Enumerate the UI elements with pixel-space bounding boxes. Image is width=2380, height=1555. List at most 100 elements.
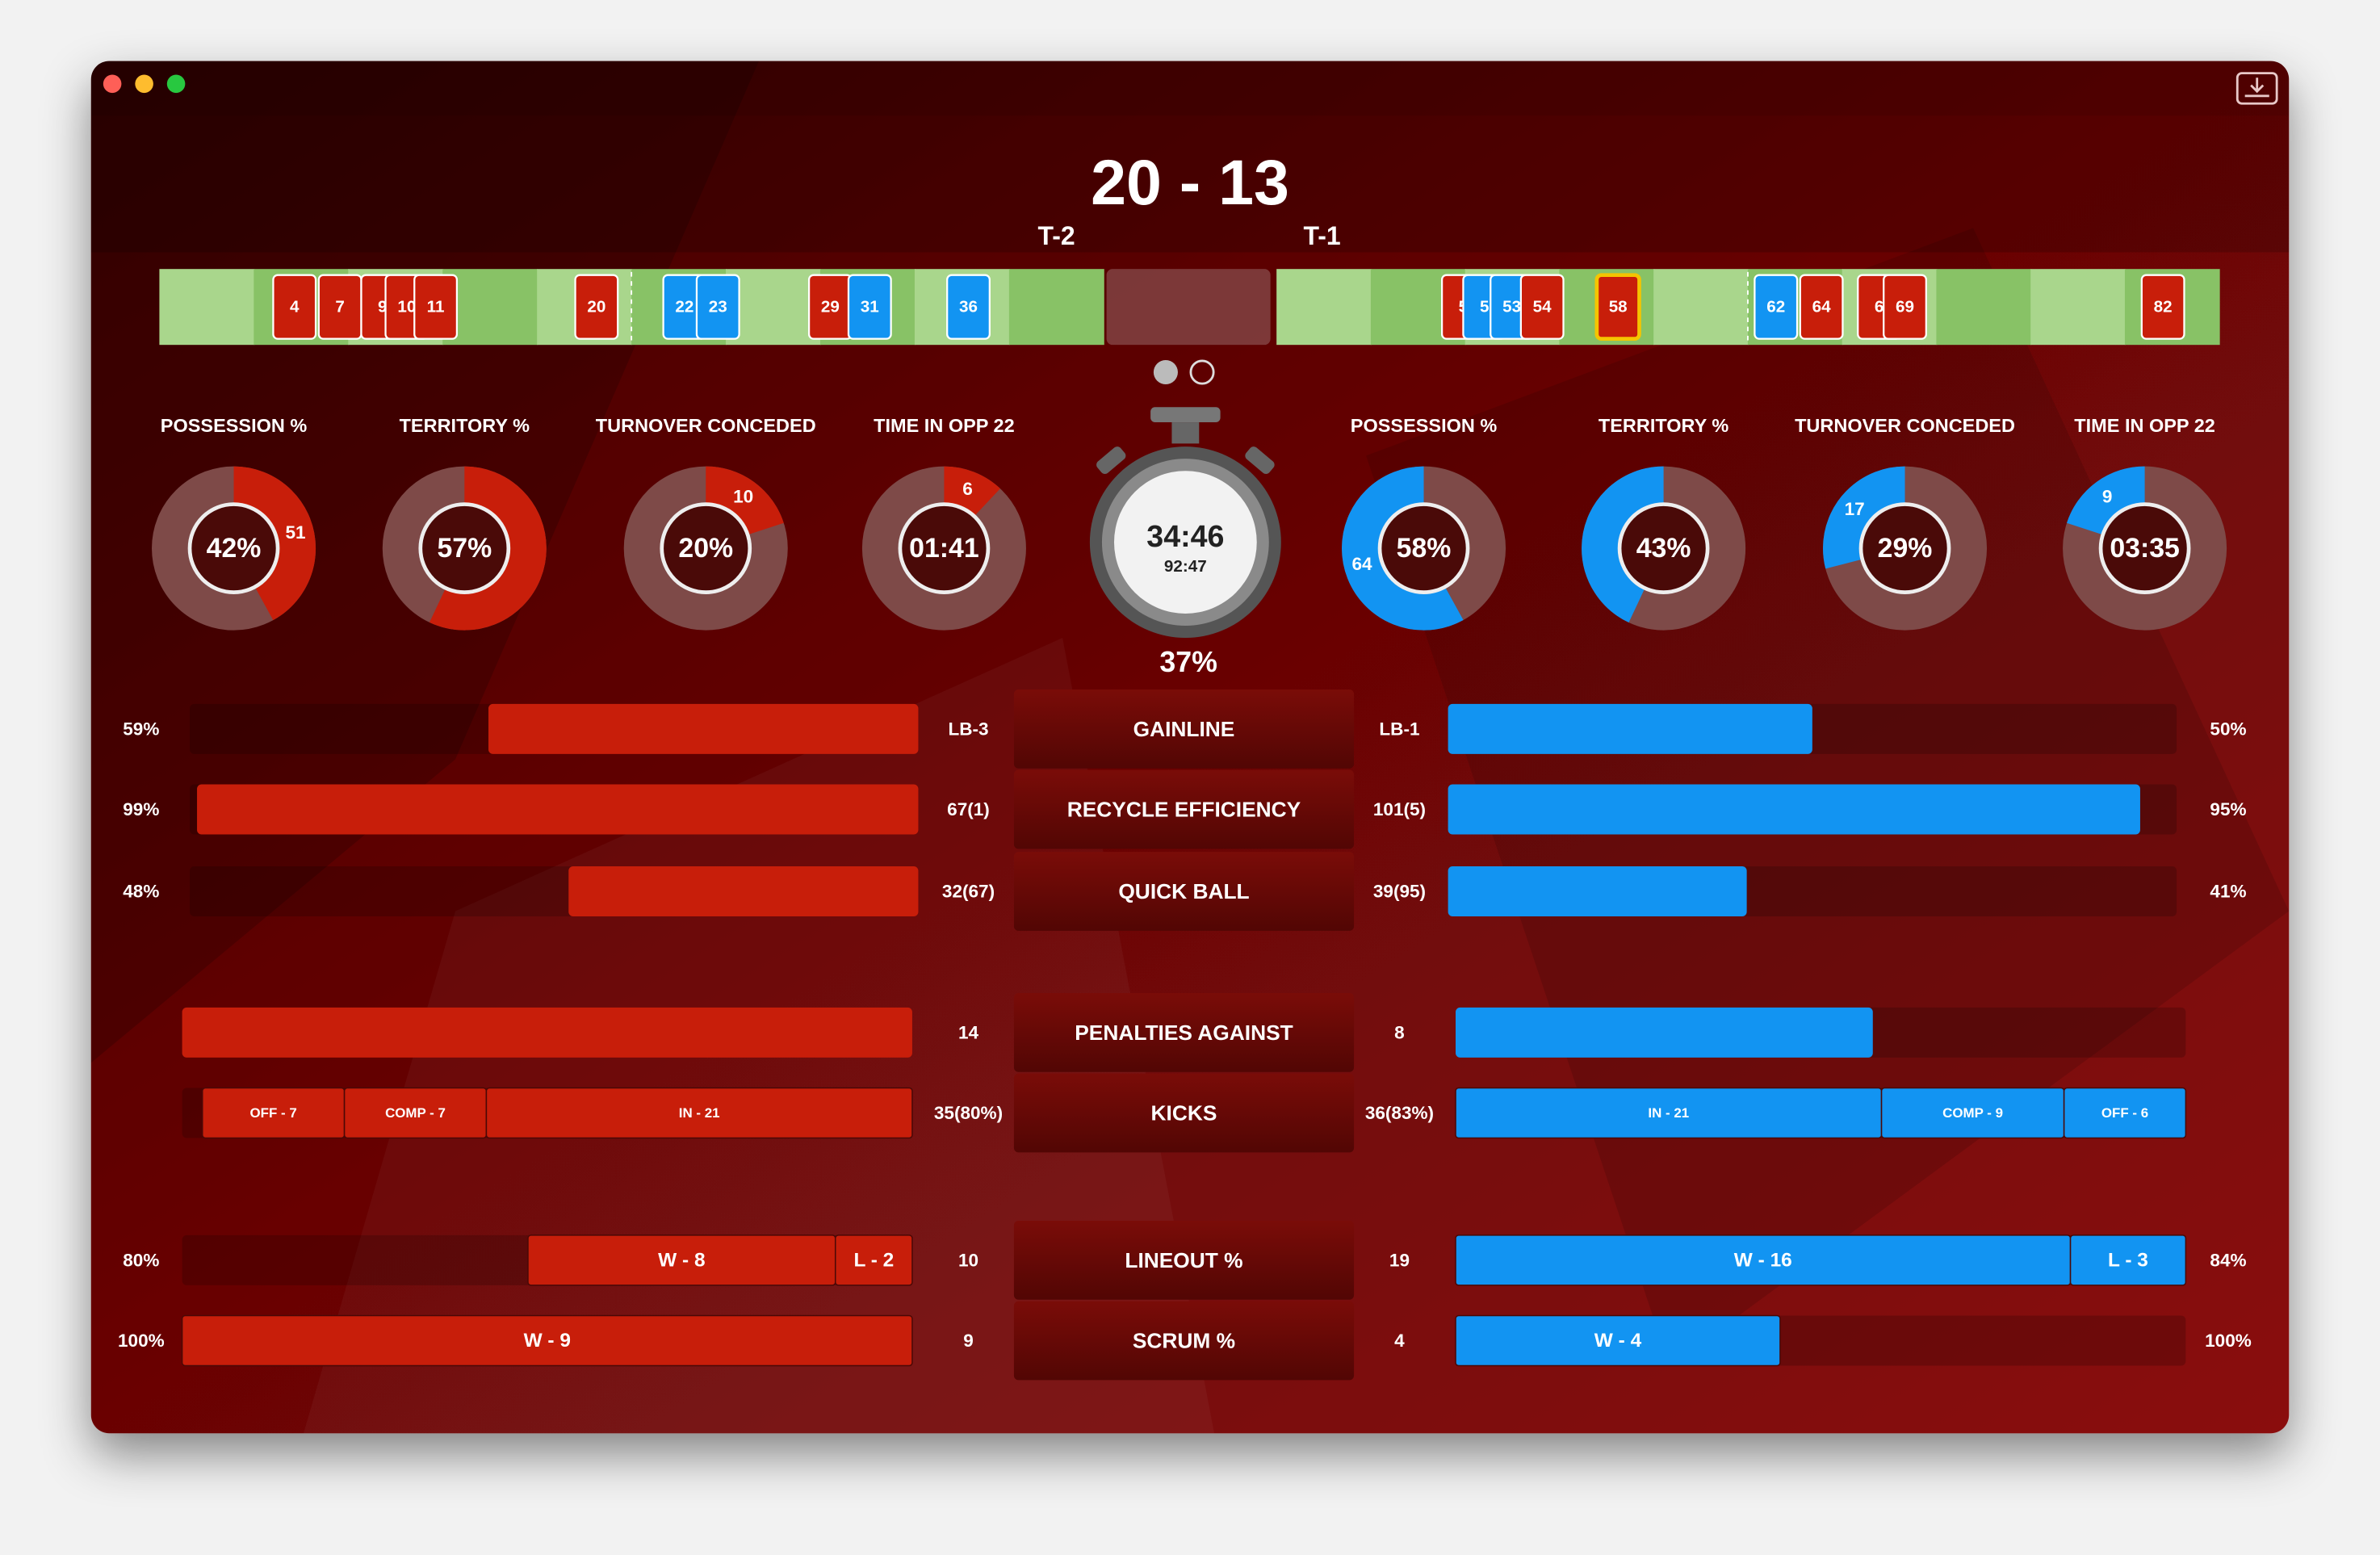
donut-title: TERRITORY % [400, 415, 530, 436]
donut-title: TERRITORY % [1599, 415, 1729, 436]
donut-title: POSSESSION % [1351, 415, 1498, 436]
zoom-button[interactable] [166, 74, 186, 94]
page-dot[interactable] [1189, 359, 1215, 385]
event-minute: 31 [861, 298, 879, 316]
event-minute: 36 [959, 298, 978, 316]
stat-name: SCRUM % [1133, 1329, 1235, 1353]
timeline-gap [1106, 269, 1271, 346]
donut-value: 57% [437, 533, 492, 564]
event-marker [272, 274, 317, 340]
event-marker [1799, 274, 1844, 340]
clock-time: 34:46 [1146, 519, 1224, 553]
donut-center [898, 502, 991, 594]
stat-name: RECYCLE EFFICIENCY [1067, 797, 1301, 821]
stat-note: 32(67) [942, 882, 995, 902]
stopwatch: 34:46 92:47 [1089, 407, 1281, 639]
donut-value: 01:41 [909, 533, 979, 564]
stat-name: GAINLINE [1133, 717, 1235, 741]
page-dot[interactable] [1153, 359, 1178, 385]
stat-button[interactable] [1013, 689, 1355, 769]
stat-button[interactable] [1013, 1220, 1355, 1300]
stat-note: LB-1 [1379, 719, 1419, 739]
donut-center [660, 502, 752, 594]
segment-label: OFF - 6 [2101, 1105, 2148, 1121]
stat-button[interactable] [1013, 852, 1355, 931]
donut-badge: 64 [1352, 554, 1373, 574]
donut-badge: 9 [2102, 487, 2113, 507]
percent-label: 50% [2210, 719, 2246, 739]
segment-label: L - 3 [2108, 1249, 2148, 1271]
stat-name: QUICK BALL [1118, 879, 1249, 903]
team-label: T-1 [1303, 221, 1340, 250]
stat-count: 8 [1394, 1022, 1405, 1042]
score: 20 - 13 [1091, 147, 1289, 218]
pitch-stripe [1936, 269, 2032, 346]
pitch-stripe [1276, 269, 1372, 346]
donut-center [1617, 502, 1710, 594]
donut-badge: 6 [962, 479, 973, 499]
pitch-stripe [1653, 269, 1749, 346]
stat-button[interactable] [1013, 1073, 1355, 1153]
stat-count: 19 [1389, 1250, 1410, 1270]
donut-arc [623, 466, 788, 631]
percent-label: 80% [123, 1250, 159, 1270]
donut-title: POSSESSION % [161, 415, 308, 436]
donut-value: 42% [207, 533, 262, 564]
stat-button[interactable] [1013, 1301, 1355, 1381]
minimize-button[interactable] [135, 74, 153, 94]
event-minute: 82 [2154, 298, 2173, 316]
stat-name: PENALTIES AGAINST [1075, 1021, 1293, 1045]
donut-arc [152, 466, 316, 631]
pitch-stripe [1008, 269, 1104, 346]
event-minute: 69 [1896, 298, 1914, 316]
stat-button[interactable] [1013, 992, 1355, 1072]
stat-note: 35(80%) [934, 1103, 1003, 1123]
event-marker [1519, 274, 1565, 340]
bar [1448, 703, 1812, 754]
event-minute: 7 [335, 298, 344, 316]
donut-center [2098, 502, 2191, 594]
segment-label: W - 16 [1734, 1249, 1792, 1271]
donut-value: 03:35 [2110, 533, 2180, 564]
event-minute: 9 [378, 298, 388, 316]
event-marker [1754, 274, 1799, 340]
event-marker [1594, 273, 1641, 342]
close-button[interactable] [103, 74, 122, 94]
percent-label: 41% [2210, 882, 2246, 902]
stat-button[interactable] [1013, 769, 1355, 849]
stat-note: 67(1) [947, 799, 990, 819]
donut-value: 29% [1878, 533, 1933, 564]
event-minute: 22 [675, 298, 693, 316]
percent-label: 100% [118, 1331, 165, 1351]
donut-arc [1342, 466, 1506, 631]
timeline: 479101120222329313655535458626466982 [159, 269, 2220, 346]
event-minute: 29 [821, 298, 840, 316]
event-minute: 54 [1533, 298, 1552, 316]
stat-note: 39(95) [1373, 882, 1426, 902]
donut-title: TIME IN OPP 22 [874, 415, 1015, 436]
donut-title: TIME IN OPP 22 [2074, 415, 2215, 436]
segment-label: IN - 21 [1648, 1105, 1689, 1121]
percent-label: 99% [123, 799, 159, 819]
percent-label: 100% [2205, 1331, 2252, 1351]
event-minute: 10 [397, 298, 416, 316]
bar [1448, 866, 1747, 917]
bar [488, 703, 919, 754]
event-minute: 53 [1502, 298, 1521, 316]
donut-center [187, 502, 280, 594]
segment-label: W - 4 [1594, 1330, 1642, 1352]
stat-rows: GAINLINE 59% LB-3 50% LB-1 RECYCLE EFFICIENCY… [118, 689, 2252, 1381]
donut-arc [1582, 466, 1746, 631]
segment-label: IN - 21 [679, 1105, 720, 1121]
donut-arc [861, 466, 1026, 631]
team-label: T-2 [1037, 221, 1075, 250]
stat-count: 14 [958, 1022, 979, 1042]
pitch-stripe [442, 269, 538, 346]
download-button[interactable] [2235, 72, 2278, 105]
donut-title: TURNOVER CONCEDED [1795, 415, 2015, 436]
stat-count: 9 [963, 1331, 974, 1351]
segment-label: OFF - 7 [250, 1105, 297, 1121]
clock-subtime: 92:47 [1164, 557, 1207, 576]
event-minute: 20 [587, 298, 605, 316]
